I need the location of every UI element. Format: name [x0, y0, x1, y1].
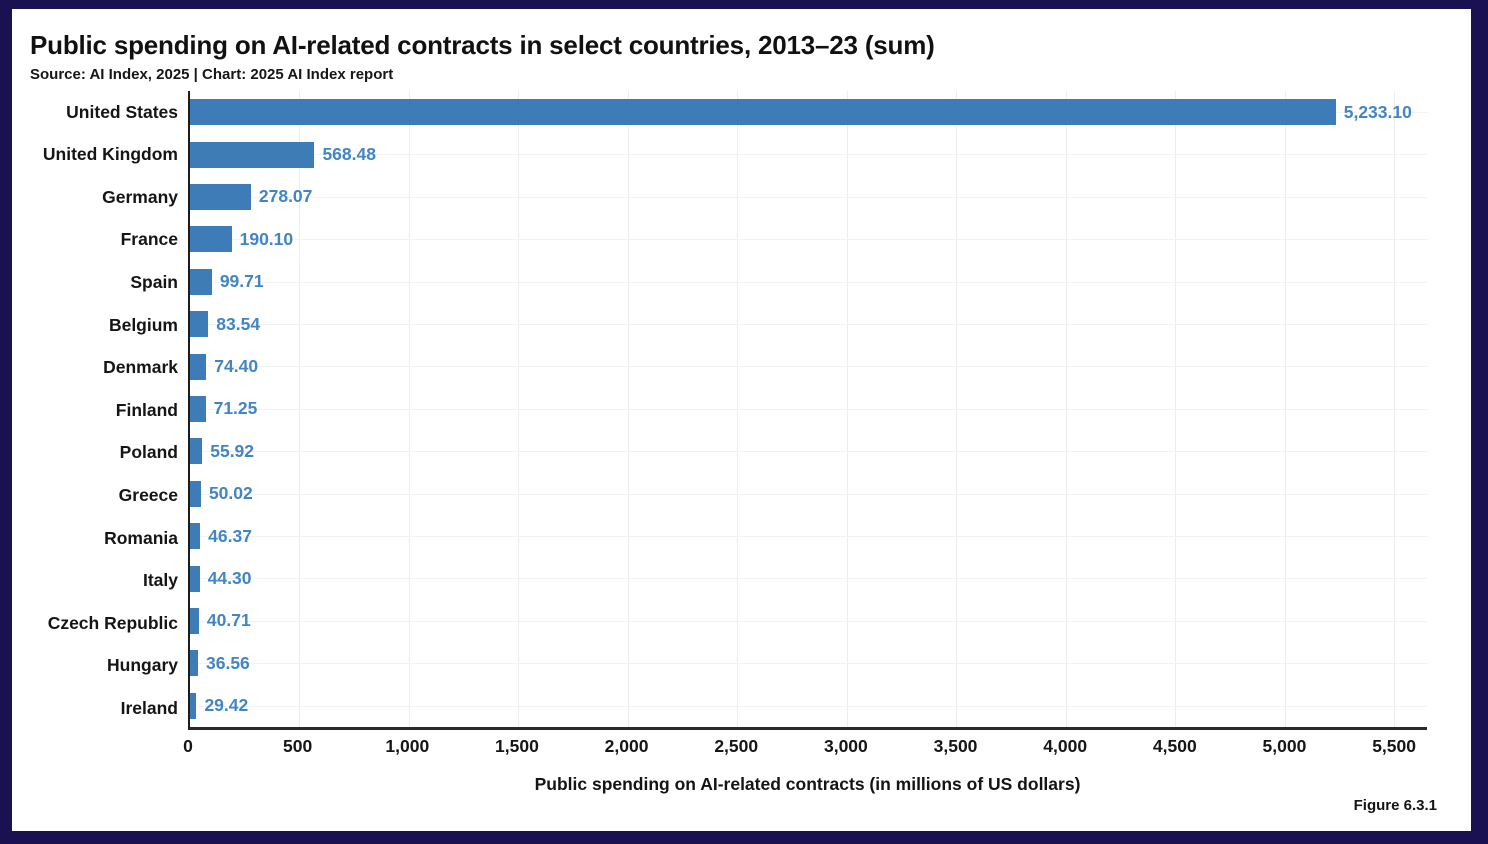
bar	[190, 183, 251, 210]
bar-value-label: 190.10	[239, 228, 294, 249]
horizontal-gridline	[190, 408, 1427, 410]
bar	[190, 141, 315, 168]
bar-row: 36.56	[190, 642, 1427, 684]
bar	[190, 692, 197, 719]
category-label: United Kingdom	[42, 144, 178, 165]
bar-value-label: 44.30	[207, 568, 252, 589]
bar	[190, 311, 209, 338]
bar-value-label: 5,233.10	[1343, 101, 1412, 122]
x-axis-ticks: 0 500 1,000 1,500 2,000 2,500 3,000 3,500 4,000 4…	[183, 735, 1427, 762]
category-label: Spain	[130, 272, 178, 293]
x-axis-title: Public spending on AI-related contracts …	[534, 773, 1081, 794]
bar	[190, 268, 212, 295]
bar	[190, 523, 201, 550]
chart-page: Public spending on AI-related contracts …	[12, 9, 1471, 831]
category-label: Greece	[118, 485, 178, 506]
category-label: Hungary	[107, 655, 178, 676]
bar-rows: 5,233.10 568.48 278.07 190.10 99.71 83.54 74.4…	[190, 91, 1427, 727]
category-label: Germany	[102, 186, 178, 207]
x-tick-label: 3,000	[823, 735, 868, 756]
bar-value-label: 99.71	[219, 271, 264, 292]
figure-number: Figure 6.3.1	[1353, 796, 1437, 814]
bar-row: 278.07	[190, 176, 1427, 218]
bar-row: 40.71	[190, 600, 1427, 642]
bar	[190, 650, 198, 677]
category-label: Denmark	[103, 357, 178, 378]
bar	[190, 353, 207, 380]
bar-value-label: 36.56	[206, 652, 250, 673]
bar-row: 74.40	[190, 345, 1427, 387]
bar-row: 99.71	[190, 261, 1427, 303]
chart-header: Public spending on AI-related contracts …	[12, 30, 1471, 83]
bar	[190, 480, 201, 507]
x-tick-label: 2,000	[604, 735, 649, 756]
bar-value-label: 50.02	[208, 483, 253, 504]
bar-value-label: 83.54	[216, 313, 261, 334]
bar	[190, 438, 203, 465]
bar-row: 46.37	[190, 515, 1427, 557]
category-label: Ireland	[120, 698, 178, 718]
horizontal-gridline	[190, 366, 1427, 368]
horizontal-gridline	[190, 578, 1427, 580]
horizontal-gridline	[190, 239, 1427, 241]
x-tick-label: 0	[183, 735, 193, 756]
x-tick-label: 5,500	[1372, 735, 1416, 756]
bar-chart: United States United Kingdom Germany France…	[12, 90, 1427, 730]
x-tick-label: 1,500	[495, 735, 539, 756]
gridlines	[190, 90, 1427, 727]
bar-value-label: 55.92	[210, 440, 255, 461]
category-label: France	[120, 229, 178, 250]
horizontal-gridline	[190, 324, 1427, 326]
x-tick-label: 4,000	[1043, 735, 1088, 756]
plot-area: 5,233.10 568.48 278.07 190.10 99.71 83.54 74.4…	[188, 90, 1427, 730]
horizontal-gridline	[190, 493, 1427, 495]
bar-row: 190.10	[190, 218, 1427, 260]
x-tick-label: 4,500	[1152, 735, 1197, 756]
category-label: Czech Republic	[47, 612, 178, 633]
horizontal-gridline	[190, 154, 1427, 156]
bar-value-label: 40.71	[206, 610, 251, 631]
category-label: United States	[66, 101, 178, 122]
category-label: Italy	[142, 570, 178, 591]
category-label: Finland	[115, 399, 178, 420]
bar	[190, 226, 232, 253]
bar-row: 29.42	[190, 685, 1427, 727]
horizontal-gridline	[190, 281, 1427, 283]
x-tick-label: 1,000	[385, 735, 430, 756]
chart-title: Public spending on AI-related contracts …	[30, 30, 935, 60]
bar-value-label: 74.40	[214, 356, 259, 377]
bar-row: 5,233.10	[190, 91, 1427, 133]
bar	[190, 395, 206, 422]
horizontal-gridline	[190, 663, 1427, 665]
x-tick-label: 2,500	[714, 735, 759, 756]
x-tick-label: 500	[283, 735, 313, 756]
bar-value-label: 71.25	[213, 398, 258, 419]
horizontal-gridline	[190, 620, 1427, 622]
chart-subtitle: Source: AI Index, 2025 | Chart: 2025 AI …	[30, 65, 394, 83]
bar-row: 83.54	[190, 303, 1427, 345]
y-axis-labels: United States United Kingdom Germany France…	[12, 91, 188, 730]
bar	[190, 607, 199, 634]
x-tick-label: 3,500	[933, 735, 978, 756]
bar	[190, 99, 1336, 126]
bar-row: 568.48	[190, 133, 1427, 175]
category-label: Belgium	[108, 314, 178, 335]
horizontal-gridline	[190, 536, 1427, 538]
bar-value-label: 29.42	[204, 695, 249, 716]
bar-row: 55.92	[190, 430, 1427, 472]
x-tick-label: 5,000	[1262, 735, 1307, 756]
horizontal-gridline	[190, 196, 1427, 198]
bar-row: 44.30	[190, 557, 1427, 599]
bar-value-label: 278.07	[258, 186, 313, 207]
horizontal-gridline	[190, 705, 1427, 707]
bar-value-label: 568.48	[322, 144, 376, 164]
category-label: Poland	[119, 442, 178, 463]
bar-value-label: 46.37	[208, 525, 252, 546]
category-label: Romania	[104, 527, 178, 548]
bar-row: 71.25	[190, 388, 1427, 430]
bar-row: 50.02	[190, 473, 1427, 515]
bar	[190, 565, 200, 592]
horizontal-gridline	[190, 451, 1427, 453]
